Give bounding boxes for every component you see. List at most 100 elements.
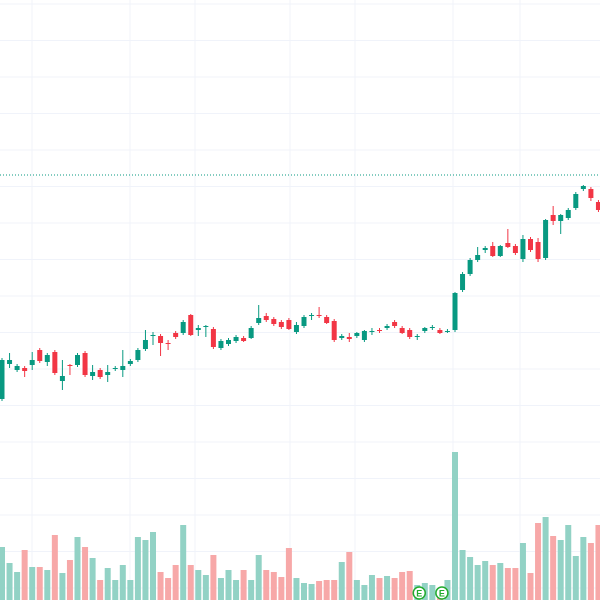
volume-bar <box>172 565 179 600</box>
volume-bar <box>527 573 534 600</box>
volume-bar <box>202 575 209 600</box>
candle-body <box>346 337 352 339</box>
volume-bar <box>217 578 224 600</box>
volume-bar <box>134 537 141 600</box>
volume-bar <box>29 567 36 600</box>
candle-body <box>361 331 367 340</box>
candle-body <box>241 338 247 341</box>
volume-bar <box>504 568 511 600</box>
candle-body <box>369 331 375 332</box>
candle-body <box>316 315 322 316</box>
candle-body <box>293 325 299 332</box>
candle-body <box>67 365 73 366</box>
candle-body <box>392 322 398 326</box>
candle-body <box>512 246 518 253</box>
candle-body <box>195 328 201 330</box>
candle-body <box>407 330 413 337</box>
candle-body <box>150 335 156 336</box>
volume-bar <box>127 580 134 600</box>
volume-bar <box>74 537 81 600</box>
volume-bar <box>557 540 564 600</box>
volume-bar <box>587 543 594 600</box>
volume-bar <box>550 536 557 600</box>
volume-bar <box>489 565 496 600</box>
volume-bar <box>248 580 255 600</box>
volume-bar <box>97 580 104 600</box>
candle-body <box>263 316 269 320</box>
volume-bar <box>180 525 187 600</box>
volume-bar <box>361 585 368 600</box>
candle-body <box>90 372 96 376</box>
candle-body <box>29 360 35 365</box>
volume-bar <box>512 568 519 600</box>
candle-body <box>580 186 586 189</box>
candle-body <box>173 333 179 337</box>
candle-body <box>142 340 148 349</box>
candle-body <box>324 317 330 323</box>
volume-bar <box>399 572 406 600</box>
candle-body <box>218 341 224 348</box>
volume-bar <box>278 577 285 600</box>
candle-body <box>112 368 118 369</box>
volume-bar <box>36 567 43 600</box>
candle-body <box>429 327 435 328</box>
candle-body <box>158 336 164 343</box>
candle-body <box>550 215 556 221</box>
volume-bar <box>384 576 391 600</box>
candle-body <box>210 329 216 347</box>
volume-bar <box>6 563 13 600</box>
candle-body <box>588 189 594 198</box>
candle-body <box>22 368 28 371</box>
event-marker-icon <box>435 586 449 600</box>
candle-body <box>444 331 450 332</box>
volume-bar <box>119 565 126 600</box>
candle-body <box>286 320 292 329</box>
candle-body <box>437 330 443 333</box>
volume-bar <box>255 555 262 600</box>
candle-body <box>452 293 458 330</box>
candle-body <box>248 328 254 338</box>
candle-body <box>520 239 526 259</box>
candle-body <box>422 328 428 331</box>
candle-body <box>535 242 541 259</box>
volume-bar <box>323 580 330 600</box>
candle-body <box>528 239 533 250</box>
candle-body <box>75 355 80 365</box>
volume-bar <box>59 573 66 600</box>
candle-body <box>384 326 390 328</box>
candle-body <box>339 336 345 338</box>
candle-body <box>233 337 239 341</box>
candle-body <box>309 315 315 316</box>
volume-bar <box>301 583 307 600</box>
volume-bar <box>353 580 360 600</box>
volume-bar <box>82 547 89 600</box>
volume-bar <box>535 523 542 600</box>
candle-body <box>301 317 307 326</box>
candle-body <box>7 360 13 364</box>
candle-body <box>565 210 571 218</box>
event-marker-icon <box>412 586 426 600</box>
candle-body <box>180 322 186 333</box>
volume-bar <box>285 548 292 600</box>
volume-bar <box>542 517 549 600</box>
candle-body <box>558 215 564 221</box>
candle-body <box>505 243 511 247</box>
volume-bar <box>233 580 240 600</box>
volume-bar <box>331 580 338 600</box>
candle-body <box>475 255 481 260</box>
candle-body <box>226 340 231 344</box>
volume-bar <box>187 565 194 600</box>
volume-bar <box>293 578 300 600</box>
candle-body <box>44 355 50 362</box>
candle-body <box>399 328 405 333</box>
candle-body <box>467 260 473 274</box>
volume-bar <box>142 540 149 600</box>
volume-bar <box>210 555 217 600</box>
volume-bar <box>66 560 73 600</box>
volume-bar <box>263 570 270 600</box>
volume-bar <box>467 557 474 600</box>
volume-bar <box>195 570 202 600</box>
candle-body <box>278 322 284 327</box>
volume-bar <box>308 584 315 600</box>
